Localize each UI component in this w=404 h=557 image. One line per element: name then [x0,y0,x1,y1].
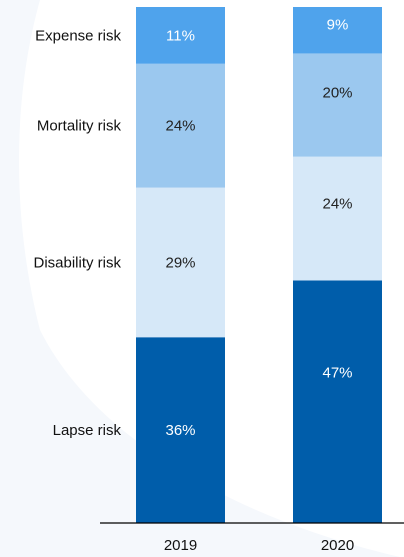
data-label-2019-mortality-risk: 24% [165,118,195,135]
data-label-2020-mortality-risk: 20% [322,85,352,102]
bars-layer [136,7,382,523]
legend-label-lapse-risk: Lapse risk [53,422,122,439]
x-tick-label-2020: 2020 [321,537,354,554]
data-label-2020-lapse-risk: 47% [322,365,352,382]
bar-segment-2020-lapse-risk [293,280,382,523]
data-label-2019-expense-risk: 11% [166,27,195,44]
legend-label-mortality-risk: Mortality risk [37,118,122,135]
bar-segment-2019-mortality-risk [136,63,225,188]
data-label-2020-disability-risk: 24% [322,196,352,213]
legend-label-disability-risk: Disability risk [33,254,121,271]
bar-segment-2019-expense-risk [136,7,225,64]
data-label-2020-expense-risk: 9% [327,17,349,34]
bar-segment-2020-expense-risk [293,7,382,54]
data-label-2019-lapse-risk: 36% [165,422,195,439]
bar-segment-2020-disability-risk [293,156,382,281]
labels-layer: 36% Lapse risk 29% Disability risk 24% Mortal… [33,17,354,554]
legend-label-expense-risk: Expense risk [35,27,121,44]
bar-segment-2019-lapse-risk [136,337,225,523]
data-label-2019-disability-risk: 29% [165,254,195,271]
x-tick-label-2019: 2019 [164,537,197,554]
bar-segment-2020-mortality-risk [293,53,382,157]
bar-segment-2019-disability-risk [136,187,225,338]
